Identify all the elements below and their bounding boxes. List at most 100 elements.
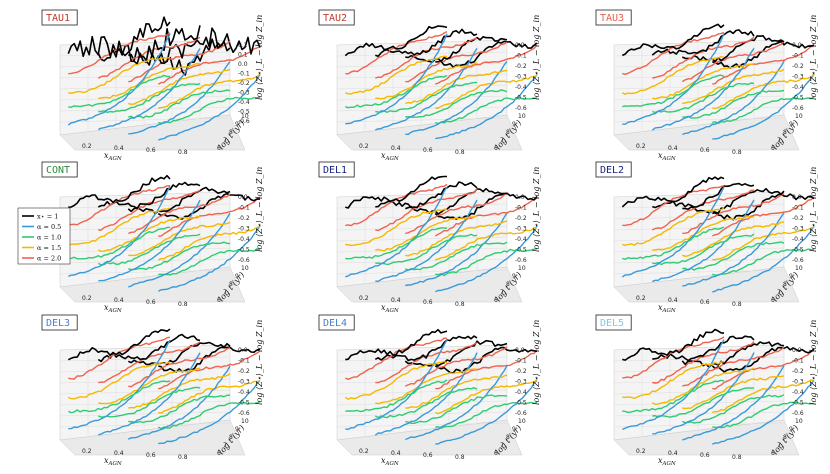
z-axis-label: log ⟨Z⋆⟩_L − log Z_in	[809, 15, 818, 100]
panel-title-box: TAU3	[595, 9, 632, 26]
series-line-15	[98, 62, 201, 100]
series-line-20	[652, 189, 755, 231]
series-line-20	[98, 189, 201, 231]
legend-item: α = 1.5	[22, 244, 61, 252]
x-axis-label: xAGN	[381, 456, 399, 467]
series-line-15	[68, 207, 171, 246]
x-axis-label: xAGN	[658, 303, 676, 314]
series-line-10	[712, 248, 815, 276]
y-tick-label: 7	[777, 442, 781, 449]
panel-title-frame	[318, 314, 355, 331]
series-line-15	[435, 378, 538, 415]
z-tick-label: -0.6	[792, 105, 804, 112]
panel-title-box: DEL5	[595, 314, 632, 331]
x-tick-label: 0.2	[82, 295, 92, 302]
series-line-x1	[67, 16, 171, 58]
z-tick-label: -0.3	[515, 379, 527, 386]
series-line-x1	[652, 182, 755, 209]
series-line-05	[405, 60, 508, 136]
series-line-15	[621, 56, 725, 95]
series-line-10	[622, 379, 725, 414]
series-line-x1	[127, 341, 231, 366]
series-line-20	[434, 197, 538, 237]
x-tick-label: 0.4	[668, 297, 678, 304]
series-line-x1	[681, 35, 785, 63]
panel-title-box: DEL1	[318, 161, 355, 178]
series-line-15	[435, 74, 538, 109]
y-tick-label: 9	[789, 273, 793, 280]
y-tick-label: 7	[500, 442, 504, 449]
y-tick-label: 10	[518, 418, 526, 425]
grid-line	[336, 389, 508, 395]
x-tick-label: 0.4	[114, 297, 124, 304]
series-line-15	[652, 215, 755, 251]
y-tick-label: 10	[518, 265, 526, 272]
series-line-05	[98, 199, 201, 282]
grid-line	[59, 51, 231, 57]
grid-line	[336, 356, 508, 362]
series-line-10	[98, 83, 201, 114]
grid-line	[613, 247, 785, 253]
series-line-20	[712, 45, 815, 85]
series-line-x1	[621, 176, 725, 208]
series-line-10	[652, 233, 755, 266]
x-tick-label: 0.4	[391, 145, 401, 152]
y-tick-label: 6	[494, 450, 498, 457]
z-tick-label: -0.2	[515, 215, 527, 222]
series-line-10	[345, 227, 448, 260]
series-line-20	[435, 44, 538, 85]
z-tick-label: -0.3	[792, 379, 804, 386]
series-line-10	[682, 394, 785, 424]
series-line-15	[98, 367, 201, 405]
series-line-05	[651, 47, 755, 131]
x-tick-label: 0.6	[146, 299, 156, 306]
legend-item: x⋆ = 1	[22, 212, 58, 220]
grid-line	[59, 269, 231, 275]
floor-pane	[59, 114, 246, 151]
z-tick-label: -0.5	[515, 95, 527, 102]
legend-label: x⋆ = 1	[37, 212, 58, 220]
y-tick-label: 7	[777, 137, 781, 144]
x-tick-label: 0.2	[359, 448, 369, 455]
series-line-10	[68, 226, 171, 260]
z-tick-label: -0.5	[792, 95, 804, 102]
series-line-10	[435, 96, 538, 125]
series-line-x1	[622, 328, 725, 361]
y-tick-label: 9	[512, 273, 516, 280]
series-line-15	[682, 375, 785, 410]
x-tick-label: 0.6	[700, 452, 710, 459]
series-line-15	[622, 361, 725, 400]
y-tick-label: 8	[229, 129, 233, 136]
series-line-15	[375, 214, 478, 252]
z-tick-label: -0.2	[515, 63, 527, 70]
legend: x⋆ = 1 α = 0.5 α = 1.0 α = 1.5 α = 2.0	[17, 207, 71, 265]
panel-title: TAU1	[46, 13, 70, 24]
y-tick-label: 6	[771, 450, 775, 457]
panel-title-box: CONT	[41, 161, 78, 178]
x-axis-label-sub: AGN	[662, 308, 676, 314]
series-line-05	[127, 365, 231, 440]
x-tick-label: 0.4	[114, 145, 124, 152]
series-line-x1	[404, 339, 508, 367]
z-tick-label: -0.6	[238, 118, 250, 125]
series-line-05	[157, 225, 261, 292]
series-line-20	[652, 36, 755, 79]
z-tick-label: -0.4	[238, 99, 250, 106]
panel-title-frame	[41, 314, 78, 331]
y-tick-label: 6	[217, 450, 221, 457]
series-line-05	[67, 33, 171, 126]
grid-line	[336, 117, 508, 123]
z-tick-label: -0.5	[792, 400, 804, 407]
series-line-x1	[375, 28, 478, 58]
z-tick-label: -0.5	[238, 109, 250, 116]
series-line-05	[405, 365, 508, 441]
x-axis-label-sub: AGN	[108, 461, 122, 467]
series-line-10	[435, 248, 538, 277]
z-tick-label: -0.6	[515, 410, 527, 417]
z-tick-label: -0.4	[792, 84, 804, 91]
series-line-10	[158, 248, 261, 276]
series-line-x1	[651, 29, 755, 56]
series-line-20	[97, 36, 201, 79]
